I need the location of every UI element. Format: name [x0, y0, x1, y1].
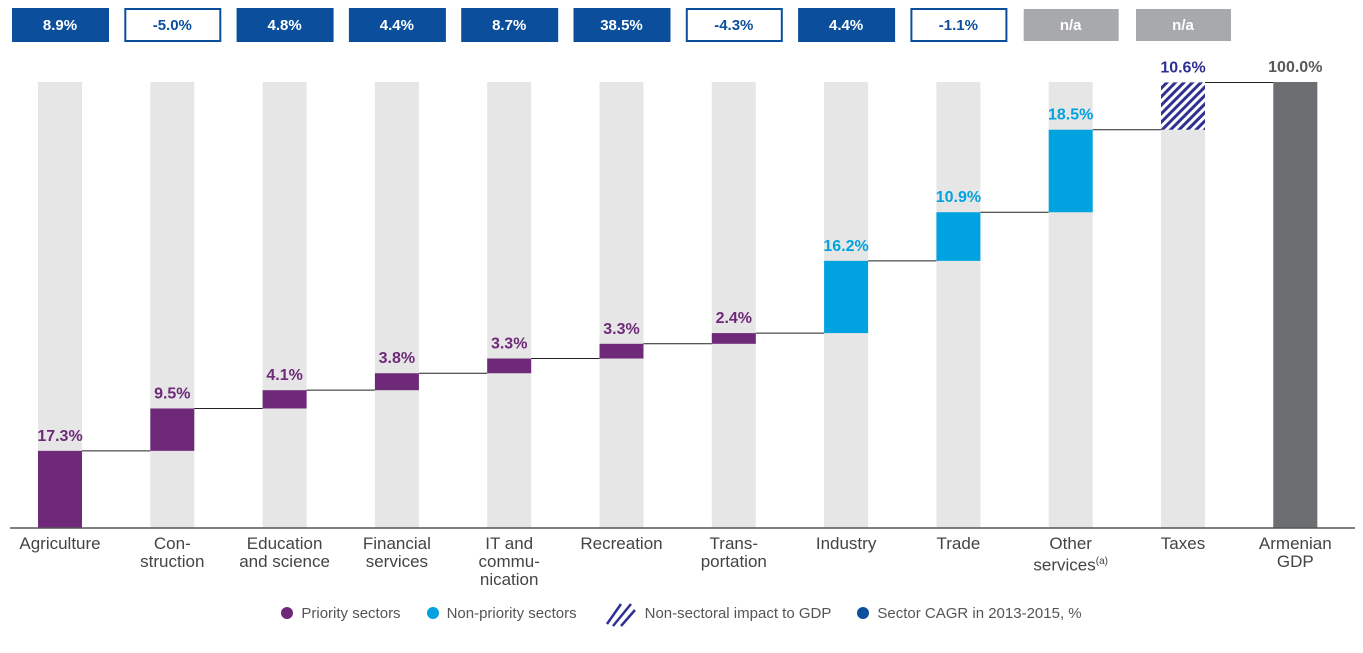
cagr-label: -1.1%: [939, 17, 978, 34]
value-label: 17.3%: [37, 428, 82, 445]
bar: [1161, 82, 1205, 130]
cagr-box: [1023, 9, 1119, 41]
cagr-label: 8.9%: [43, 17, 77, 34]
category-label: Armenian GDP: [1239, 535, 1351, 571]
category-text: IT and commu- nication: [478, 534, 540, 589]
category-text: Agriculture: [19, 534, 101, 553]
cagr-label: -5.0%: [153, 17, 192, 34]
cagr-box: [573, 8, 671, 42]
category-text: Con- struction: [140, 534, 205, 571]
cagr-box: [12, 8, 109, 42]
category-text: Recreation: [580, 534, 663, 553]
bar: [599, 343, 644, 359]
bar: [1273, 82, 1318, 528]
bar: [711, 333, 756, 344]
cagr-label: 4.8%: [267, 17, 301, 34]
cagr-label: -4.3%: [714, 17, 753, 34]
value-label: 3.3%: [603, 321, 639, 338]
cagr-box: [124, 8, 222, 42]
bar: [1048, 129, 1093, 213]
legend-dot: [857, 607, 870, 619]
legend: Priority sectors Non-priority sectors Non-…: [0, 598, 1363, 628]
value-label: 9.5%: [154, 385, 190, 402]
value-label: 16.2%: [823, 238, 868, 255]
category-label: Industry: [790, 535, 902, 553]
value-label: 10.6%: [1160, 59, 1205, 76]
category-label: Financial services: [341, 535, 453, 571]
cagr-box: [685, 8, 783, 42]
hatch-stroke: [619, 609, 636, 627]
legend-item: Non-sectoral impact to GDP: [603, 598, 832, 628]
category-text: Taxes: [1160, 534, 1206, 553]
value-label: 3.3%: [491, 336, 527, 353]
cagr-box: [461, 8, 559, 42]
category-text: Trade: [936, 534, 981, 553]
hatch-stroke: [611, 603, 632, 627]
value-label: 10.9%: [936, 189, 981, 206]
cagr-label: n/a: [1060, 17, 1082, 34]
value-label: 3.8%: [379, 350, 415, 367]
footnote-mark: (a): [1095, 556, 1108, 567]
column-bg: [1161, 82, 1205, 528]
legend-text: Sector CAGR in 2013-2015, %: [877, 604, 1082, 622]
legend-text: Non-sectoral impact to GDP: [644, 604, 832, 622]
cagr-box: [236, 8, 334, 42]
category-label: Agriculture: [4, 535, 116, 553]
hatch-stroke: [605, 603, 622, 625]
bar: [374, 373, 419, 391]
column-bg: [374, 82, 419, 528]
column-bg: [711, 82, 756, 528]
value-label: 18.5%: [1048, 107, 1093, 124]
cagr-box: [910, 8, 1008, 42]
cagr-label: 4.4%: [380, 17, 414, 34]
cagr-label: 38.5%: [600, 17, 643, 34]
value-label: 100.0%: [1268, 59, 1322, 76]
category-label: Taxes: [1127, 535, 1239, 553]
column-bg: [599, 82, 644, 528]
bar: [38, 450, 82, 528]
cagr-label: 8.7%: [492, 17, 526, 34]
category-text: Financial services: [362, 534, 431, 571]
legend-hatch: [605, 603, 636, 627]
value-label: 2.4%: [716, 310, 752, 327]
value-label: 4.1%: [266, 367, 302, 384]
category-text: Other services: [1033, 534, 1096, 575]
cagr-label: n/a: [1172, 17, 1194, 34]
category-label: Education and science: [229, 535, 341, 571]
legend-item: Sector CAGR in 2013-2015, %: [857, 604, 1082, 622]
legend-dot: [281, 607, 294, 619]
category-text: Trans- portation: [700, 534, 767, 571]
category-label: IT and commu- nication: [453, 535, 565, 589]
legend-item: Priority sectors: [281, 604, 401, 622]
legend-text: Priority sectors: [301, 604, 401, 622]
column-bg: [262, 82, 307, 528]
legend-item: Non-priority sectors: [426, 604, 577, 622]
bar: [150, 408, 195, 451]
category-label: Trans- portation: [678, 535, 790, 571]
bar: [936, 212, 981, 261]
cagr-box: [348, 8, 446, 42]
category-label: Recreation: [566, 535, 678, 553]
bar: [487, 358, 532, 374]
category-text: Industry: [815, 534, 877, 553]
legend-dot: [426, 607, 439, 619]
legend-text: Non-priority sectors: [446, 604, 577, 622]
cagr-box: [798, 8, 896, 42]
category-label: Con- struction: [116, 535, 228, 571]
column-bg: [936, 82, 981, 528]
bar: [262, 390, 307, 409]
category-label: Other services(a): [1015, 535, 1127, 575]
category-text: Education and science: [239, 534, 330, 571]
bar: [824, 260, 869, 334]
category-label: Trade: [902, 535, 1014, 553]
column-bg: [487, 82, 532, 528]
column-bg: [150, 82, 195, 528]
category-text: Armenian GDP: [1258, 534, 1332, 571]
cagr-label: 4.4%: [829, 17, 863, 34]
cagr-box: [1136, 9, 1231, 41]
